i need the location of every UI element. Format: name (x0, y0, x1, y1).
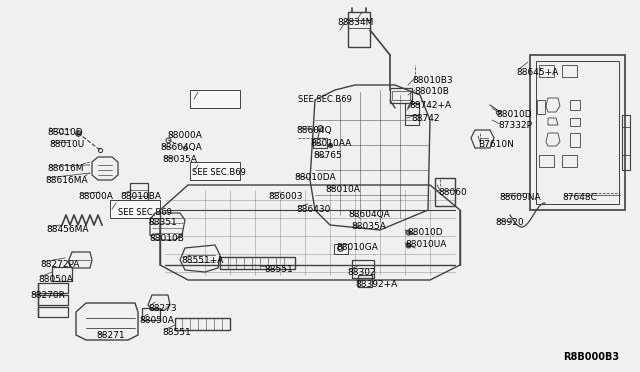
Bar (390, 88, 412, 103)
Bar (536, 61, 619, 204)
Text: 88616M: 88616M (47, 164, 83, 173)
Text: 88000A: 88000A (78, 192, 113, 201)
Text: 88551: 88551 (162, 328, 191, 337)
Text: 88272PA: 88272PA (40, 260, 79, 269)
Text: R8B000B3: R8B000B3 (563, 352, 619, 362)
Text: 886003: 886003 (268, 192, 303, 201)
Bar (435, 178, 455, 206)
Text: 88010DA: 88010DA (294, 173, 335, 182)
Text: 88050A: 88050A (38, 275, 73, 284)
Text: 88765: 88765 (313, 151, 342, 160)
Text: 88010D: 88010D (47, 128, 83, 137)
Bar (175, 318, 230, 330)
Bar (537, 100, 545, 114)
Bar (570, 133, 580, 147)
Text: 88000A: 88000A (167, 131, 202, 140)
Bar (313, 138, 327, 148)
Text: SEE SEC.B69: SEE SEC.B69 (118, 208, 172, 217)
Text: 87648C: 87648C (562, 193, 597, 202)
Bar (562, 65, 577, 77)
Bar (334, 244, 348, 254)
Bar (190, 162, 240, 180)
Text: 88270R: 88270R (30, 291, 65, 300)
Bar (110, 200, 160, 218)
Bar (38, 295, 68, 305)
Text: 88035A: 88035A (351, 222, 386, 231)
Bar (38, 307, 68, 317)
Text: 88060: 88060 (438, 188, 467, 197)
Text: 88010BA: 88010BA (120, 192, 161, 201)
Bar (405, 103, 419, 115)
Text: 88351: 88351 (148, 218, 177, 227)
Text: 88010D: 88010D (407, 228, 443, 237)
Text: 88010B: 88010B (149, 234, 184, 243)
Text: 88273: 88273 (148, 304, 177, 313)
Bar (130, 183, 148, 203)
Text: 88551+A: 88551+A (181, 256, 223, 265)
Bar (190, 90, 240, 108)
Text: 88604Q: 88604Q (296, 126, 332, 135)
Text: 88010AA: 88010AA (310, 139, 351, 148)
Text: 88834M: 88834M (337, 18, 373, 27)
Text: 88604QA: 88604QA (160, 143, 202, 152)
Bar (539, 155, 554, 167)
Text: 88392+A: 88392+A (355, 280, 397, 289)
Text: 88616MA: 88616MA (45, 176, 88, 185)
Text: 88010GA: 88010GA (336, 243, 378, 252)
Bar (405, 115, 419, 125)
Text: 88010UA: 88010UA (405, 240, 446, 249)
Text: SEE SEC.B69: SEE SEC.B69 (298, 95, 352, 104)
Text: 88010B: 88010B (414, 87, 449, 96)
Bar (220, 257, 295, 269)
Text: 88551: 88551 (264, 265, 292, 274)
Bar (530, 55, 625, 210)
Text: 88302: 88302 (347, 268, 376, 277)
Text: 88010B3: 88010B3 (412, 76, 452, 85)
Text: 88920: 88920 (495, 218, 524, 227)
Bar (539, 65, 554, 77)
Text: 88609NA: 88609NA (499, 193, 541, 202)
Text: 88604QA: 88604QA (348, 210, 390, 219)
Bar (570, 118, 580, 126)
Bar (392, 91, 410, 100)
Bar (358, 275, 372, 287)
Text: SEE SEC.B69: SEE SEC.B69 (192, 168, 246, 177)
Text: 88742: 88742 (411, 114, 440, 123)
Text: 886430: 886430 (296, 205, 330, 214)
Text: 88742+A: 88742+A (409, 101, 451, 110)
Bar (38, 283, 68, 293)
Bar (52, 267, 72, 281)
Bar (348, 12, 370, 47)
Bar (562, 155, 577, 167)
Text: 88010A: 88010A (325, 185, 360, 194)
Text: B7610N: B7610N (478, 140, 514, 149)
Bar (622, 115, 630, 170)
Bar (352, 260, 374, 278)
Text: 88010U: 88010U (49, 140, 84, 149)
Text: 88010D: 88010D (496, 110, 532, 119)
Text: 88271: 88271 (96, 331, 125, 340)
Text: 88645+A: 88645+A (516, 68, 558, 77)
Bar (570, 100, 580, 110)
Bar (142, 308, 160, 320)
Text: 88456MA: 88456MA (46, 225, 88, 234)
Text: 87332P: 87332P (498, 121, 532, 130)
Text: 88050A: 88050A (139, 316, 174, 325)
Text: 88035A: 88035A (162, 155, 197, 164)
